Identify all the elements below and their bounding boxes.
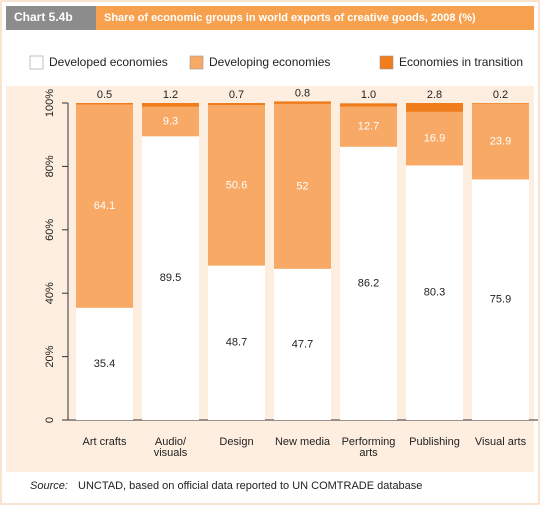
value-label: 89.5 — [160, 272, 181, 284]
value-label: 52 — [296, 180, 308, 192]
value-label: 16.9 — [424, 133, 445, 145]
title-box — [96, 6, 534, 30]
value-label: 23.9 — [490, 135, 511, 147]
bar-segment — [76, 103, 133, 105]
value-label: 47.7 — [292, 338, 313, 350]
bar-segment — [208, 103, 265, 106]
y-tick-label: 80% — [44, 155, 56, 177]
value-label: 35.4 — [94, 358, 115, 370]
bar-segment — [406, 103, 463, 112]
bar-segment — [340, 146, 397, 420]
source-label: Source: — [30, 480, 68, 492]
value-label: 0.5 — [97, 89, 112, 101]
y-tick-label: 20% — [44, 345, 56, 367]
bar-segment — [406, 111, 463, 166]
bar-segment — [472, 179, 529, 420]
legend-label: Developed economies — [49, 55, 168, 69]
bar-segment — [142, 136, 199, 420]
bar-segment — [76, 307, 133, 420]
y-tick-label: 60% — [44, 219, 56, 241]
x-tick-label: Design — [219, 436, 253, 448]
bar-segment — [208, 265, 265, 420]
bar-segment — [340, 103, 397, 107]
bar-segment — [340, 106, 397, 147]
value-label: 1.2 — [163, 89, 178, 101]
legend-label: Economies in transition — [399, 55, 523, 69]
value-label: 0.7 — [229, 89, 244, 101]
y-tick-label: 40% — [44, 282, 56, 304]
bar-segment — [208, 105, 265, 266]
value-label: 1.0 — [361, 89, 376, 101]
x-tick-label: Publishing — [409, 436, 460, 448]
bar-segment — [472, 103, 529, 180]
value-label: 9.3 — [163, 115, 178, 127]
x-tick-label: Art crafts — [82, 436, 127, 448]
value-label: 80.3 — [424, 287, 445, 299]
value-label: 48.7 — [226, 337, 247, 349]
bar-segment — [274, 268, 331, 420]
y-tick-label: 0 — [44, 417, 56, 423]
bar-segment — [274, 101, 331, 104]
x-tick-label: New media — [275, 436, 331, 448]
value-label: 12.7 — [358, 121, 379, 133]
value-label: 75.9 — [490, 294, 511, 306]
x-tick-label: Audio/visuals — [154, 436, 188, 459]
source: UNCTAD, based on official data reported … — [78, 480, 422, 492]
x-tick-label: Performing arts — [342, 436, 396, 459]
value-label: 0.8 — [295, 87, 310, 99]
value-label: 2.8 — [427, 89, 442, 101]
chart-label: Chart 5.4b — [14, 10, 73, 24]
value-label: 64.1 — [94, 200, 115, 212]
chart-title: Share of economic groups in world export… — [104, 12, 476, 24]
value-label: 86.2 — [358, 277, 379, 289]
chart-label-box — [6, 6, 96, 30]
value-label: 0.2 — [493, 89, 508, 101]
bar-segment — [76, 104, 133, 308]
value-label: 50.6 — [226, 179, 247, 191]
legend-swatch — [189, 55, 204, 70]
bar-segment — [274, 103, 331, 269]
bar-segment — [472, 103, 529, 104]
y-tick-label: 100% — [44, 89, 56, 117]
legend-swatch — [379, 55, 394, 70]
bar-segment — [406, 165, 463, 420]
x-tick-label: Visual arts — [475, 436, 527, 448]
legend-label: Developing economies — [209, 55, 330, 69]
bar-segment — [142, 106, 199, 137]
legend-swatch — [29, 55, 44, 70]
bar-segment — [142, 103, 199, 107]
